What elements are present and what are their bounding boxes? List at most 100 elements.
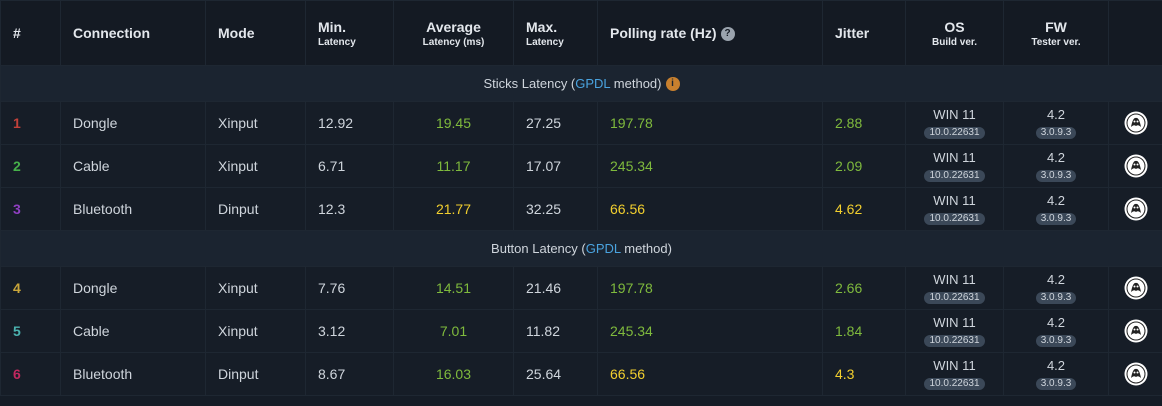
os-build: 10.0.22631	[924, 334, 985, 347]
column-header: #	[0, 0, 61, 66]
column-subtitle: Latency	[526, 36, 564, 48]
max-latency: 27.25	[513, 101, 598, 145]
column-header: Jitter	[822, 0, 906, 66]
column-title: Mode	[218, 25, 255, 41]
os-name: WIN 11	[933, 314, 976, 330]
tester-version: 3.0.9.3	[1035, 169, 1077, 182]
connection: Dongle	[60, 101, 206, 145]
fw-cell: 4.2 3.0.9.3	[1003, 352, 1109, 396]
fw-cell: 4.2 3.0.9.3	[1003, 101, 1109, 145]
mode: Xinput	[205, 266, 306, 310]
tester-version: 3.0.9.3	[1035, 334, 1077, 347]
os-cell: WIN 11 10.0.22631	[905, 309, 1004, 353]
column-title: Polling rate (Hz)	[610, 24, 717, 41]
avatar-cell	[1108, 309, 1162, 353]
fw-cell: 4.2 3.0.9.3	[1003, 309, 1109, 353]
section-suffix: method)	[620, 241, 672, 256]
polling-rate: 245.34	[597, 144, 823, 188]
max-latency: 17.07	[513, 144, 598, 188]
jitter: 4.62	[822, 187, 906, 231]
jitter: 2.88	[822, 101, 906, 145]
row-number: 5	[0, 309, 61, 353]
os-build: 10.0.22631	[924, 212, 985, 225]
avg-latency: 21.77	[393, 187, 514, 231]
mode: Xinput	[205, 101, 306, 145]
avatar[interactable]	[1124, 276, 1148, 300]
avg-latency: 14.51	[393, 266, 514, 310]
fw-cell: 4.2 3.0.9.3	[1003, 187, 1109, 231]
avatar[interactable]	[1124, 154, 1148, 178]
max-latency: 32.25	[513, 187, 598, 231]
column-subtitle: Latency	[318, 36, 356, 48]
os-build: 10.0.22631	[924, 169, 985, 182]
row-number: 6	[0, 352, 61, 396]
polling-rate: 197.78	[597, 266, 823, 310]
tester-version: 3.0.9.3	[1035, 291, 1077, 304]
avatar[interactable]	[1124, 319, 1148, 343]
jitter: 2.09	[822, 144, 906, 188]
column-header	[1108, 0, 1162, 66]
column-header: Mode	[205, 0, 306, 66]
os-name: WIN 11	[933, 192, 976, 208]
latency-table: # Connection Mode Min. Latency Average Latency…	[0, 0, 1162, 396]
column-header: Min. Latency	[305, 0, 394, 66]
connection: Dongle	[60, 266, 206, 310]
os-cell: WIN 11 10.0.22631	[905, 144, 1004, 188]
os-cell: WIN 11 10.0.22631	[905, 187, 1004, 231]
avatar[interactable]	[1124, 111, 1148, 135]
jitter: 1.84	[822, 309, 906, 353]
section-title: Sticks Latency (GPDL method) i	[0, 65, 1162, 102]
column-title: Connection	[73, 25, 150, 41]
min-latency: 7.76	[305, 266, 394, 310]
avg-latency: 7.01	[393, 309, 514, 353]
polling-rate: 66.56	[597, 187, 823, 231]
result-row: 3 Bluetooth Dinput 12.3 21.77 32.25 66.56 4.62 W…	[0, 187, 1162, 231]
avatar-cell	[1108, 101, 1162, 145]
column-header: Max. Latency	[513, 0, 598, 66]
avatar-cell	[1108, 266, 1162, 310]
avatar[interactable]	[1124, 197, 1148, 221]
row-number: 1	[0, 101, 61, 145]
avatar-cell	[1108, 187, 1162, 231]
column-subtitle: Build ver.	[931, 36, 977, 48]
min-latency: 6.71	[305, 144, 394, 188]
fw-version: 4.2	[1046, 357, 1066, 373]
help-icon: ?	[720, 27, 735, 42]
section-row: Button Latency (GPDL method)	[0, 230, 1162, 267]
jitter: 2.66	[822, 266, 906, 310]
column-subtitle: Tester ver.	[1031, 36, 1081, 48]
max-latency: 21.46	[513, 266, 598, 310]
avatar[interactable]	[1124, 362, 1148, 386]
min-latency: 8.67	[305, 352, 394, 396]
avg-latency: 11.17	[393, 144, 514, 188]
section-method-link: GPDL	[585, 241, 621, 256]
min-latency: 12.92	[305, 101, 394, 145]
column-header: Polling rate (Hz)?	[597, 0, 823, 66]
fw-version: 4.2	[1046, 149, 1066, 165]
column-header: Average Latency (ms)	[393, 0, 514, 66]
avatar-cell	[1108, 144, 1162, 188]
fw-cell: 4.2 3.0.9.3	[1003, 266, 1109, 310]
connection: Bluetooth	[60, 187, 206, 231]
section-prefix: Sticks Latency (	[483, 75, 576, 91]
column-subtitle: Latency (ms)	[422, 36, 485, 48]
os-build: 10.0.22631	[924, 377, 985, 390]
column-title: #	[13, 25, 21, 41]
min-latency: 12.3	[305, 187, 394, 231]
mode: Dinput	[205, 352, 306, 396]
os-cell: WIN 11 10.0.22631	[905, 101, 1004, 145]
fw-cell: 4.2 3.0.9.3	[1003, 144, 1109, 188]
section-row: Sticks Latency (GPDL method) i	[0, 65, 1162, 102]
section-title: Button Latency (GPDL method)	[0, 230, 1162, 267]
column-header: Connection	[60, 0, 206, 66]
os-name: WIN 11	[933, 271, 976, 287]
result-row: 4 Dongle Xinput 7.76 14.51 21.46 197.78 2.66 WIN…	[0, 266, 1162, 310]
connection: Bluetooth	[60, 352, 206, 396]
max-latency: 25.64	[513, 352, 598, 396]
table-body: Sticks Latency (GPDL method) i 1 Dongle Xinp…	[0, 65, 1162, 396]
row-number: 2	[0, 144, 61, 188]
column-title: Max.	[526, 18, 558, 35]
connection: Cable	[60, 309, 206, 353]
column-header: FW Tester ver.	[1003, 0, 1109, 66]
